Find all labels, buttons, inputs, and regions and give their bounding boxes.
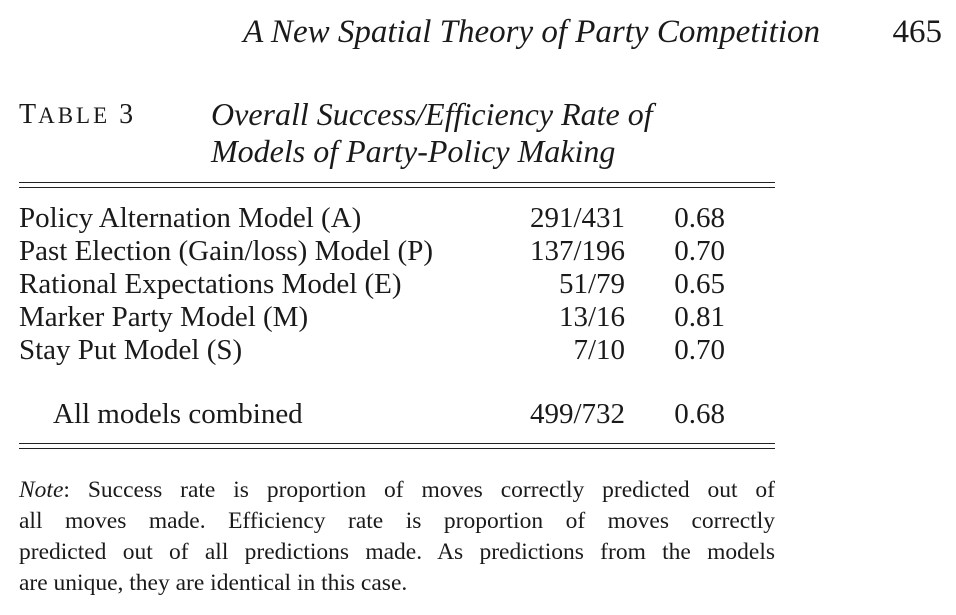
model-name: Rational Expectations Model (E) bbox=[19, 268, 402, 300]
model-name: Marker Party Model (M) bbox=[19, 301, 309, 333]
bottom-double-rule bbox=[19, 443, 775, 449]
table-title: Overall Success/Efficiency Rate of Model… bbox=[211, 96, 771, 170]
table-number: 3 bbox=[119, 99, 136, 130]
running-head: A New Spatial Theory of Party Competitio… bbox=[0, 12, 956, 52]
table-label-smallcaps: ABLE bbox=[38, 103, 111, 128]
total-label: All models combined bbox=[53, 398, 303, 430]
table-row: Stay Put Model (S) 7/10 0.70 bbox=[19, 334, 775, 367]
success-ratio: 13/16 bbox=[558, 301, 625, 333]
model-name: Past Election (Gain/loss) Model (P) bbox=[19, 235, 434, 267]
note-line: are unique, they are identical in this c… bbox=[19, 570, 408, 596]
note-text: : Success rate is proportion of moves co… bbox=[63, 477, 775, 503]
note-label: Note bbox=[19, 477, 64, 503]
total-ratio: 499/732 bbox=[529, 398, 625, 430]
success-rate: 0.81 bbox=[674, 301, 725, 333]
table-row: Rational Expectations Model (E) 51/79 0.… bbox=[19, 268, 775, 301]
table-caption: TABLE 3 Overall Success/Efficiency Rate … bbox=[19, 96, 775, 174]
table-row: Marker Party Model (M) 13/16 0.81 bbox=[19, 301, 775, 334]
table-total-row: All models combined 499/732 0.68 bbox=[19, 398, 775, 431]
success-rate: 0.65 bbox=[674, 268, 725, 300]
table-row: Past Election (Gain/loss) Model (P) 137/… bbox=[19, 235, 775, 268]
success-ratio: 7/10 bbox=[573, 334, 625, 366]
table-block: TABLE 3 Overall Success/Efficiency Rate … bbox=[19, 96, 775, 449]
success-rate: 0.70 bbox=[674, 235, 725, 267]
table-row: Policy Alternation Model (A) 291/431 0.6… bbox=[19, 202, 775, 235]
table-title-line: Overall Success/Efficiency Rate of bbox=[211, 96, 653, 132]
model-name: Policy Alternation Model (A) bbox=[19, 202, 362, 234]
table-label-initial: T bbox=[19, 99, 39, 130]
success-ratio: 291/431 bbox=[529, 202, 625, 234]
table-body: Policy Alternation Model (A) 291/431 0.6… bbox=[19, 202, 775, 431]
note-line: all moves made. Efficiency rate is propo… bbox=[19, 508, 775, 534]
total-rate: 0.68 bbox=[674, 398, 725, 430]
success-rate: 0.70 bbox=[674, 334, 725, 366]
note-line: Note: Success rate is proportion of move… bbox=[19, 475, 775, 506]
success-ratio: 51/79 bbox=[558, 268, 625, 300]
note-line: predicted out of all predictions made. A… bbox=[19, 539, 775, 565]
success-ratio: 137/196 bbox=[529, 235, 625, 267]
success-rate: 0.68 bbox=[674, 202, 725, 234]
table-note: Note: Success rate is proportion of move… bbox=[19, 475, 775, 599]
table-title-line: Models of Party-Policy Making bbox=[211, 133, 616, 169]
running-title: A New Spatial Theory of Party Competitio… bbox=[243, 14, 820, 50]
table-label: TABLE 3 bbox=[19, 96, 135, 135]
page-number: 465 bbox=[892, 14, 943, 50]
model-name: Stay Put Model (S) bbox=[19, 334, 243, 366]
top-double-rule bbox=[19, 182, 775, 188]
